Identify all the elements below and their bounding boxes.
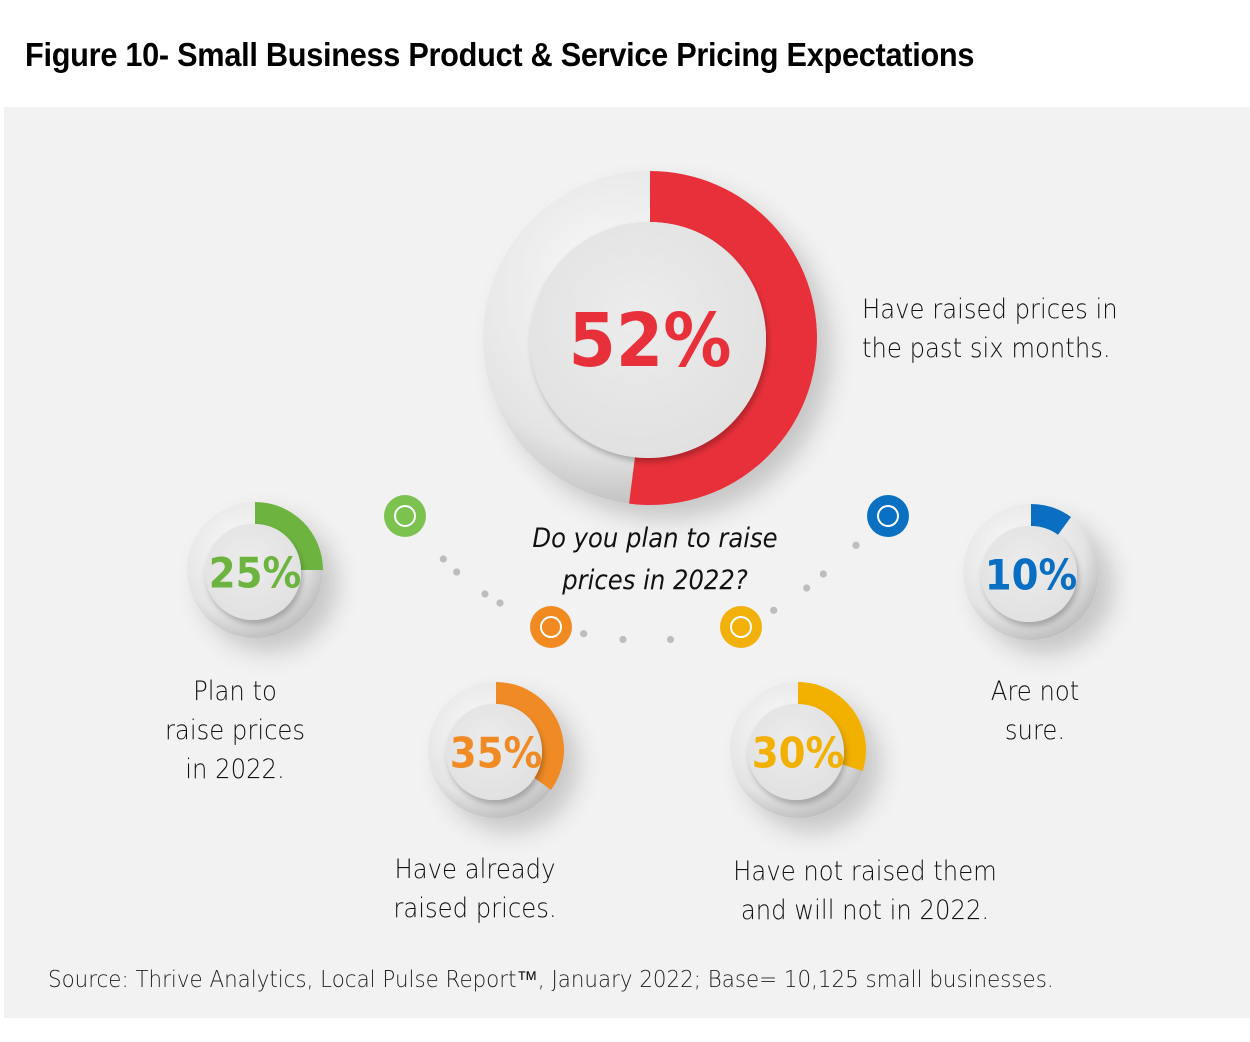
caption-line: in 2022. <box>185 754 285 785</box>
connector-dot <box>666 635 675 644</box>
caption-line: Have already <box>394 854 556 885</box>
caption-line: Are not <box>990 676 1080 707</box>
connector-node-ring <box>540 616 562 638</box>
donut-center-already-raised <box>446 704 542 800</box>
connector-dot <box>580 630 588 638</box>
donut-arc-already-raised <box>496 682 564 790</box>
connector-node <box>384 495 426 537</box>
data-label-plan-to-raise: 25% <box>208 548 302 598</box>
connector-dot <box>852 541 860 549</box>
caption-raised-six-months: Have raised prices in the past six months… <box>862 290 1132 368</box>
donut-arc-not-sure <box>1031 504 1071 535</box>
connector-dot <box>496 599 504 607</box>
connector-dot <box>619 635 627 644</box>
source-note: Source: Thrive Analytics, Local Pulse Re… <box>48 967 1054 993</box>
caption-line: raise prices <box>164 715 306 746</box>
connector-node <box>720 606 762 648</box>
donut-center-plan-to-raise <box>205 524 301 620</box>
figure-title: Figure 10- Small Business Product & Serv… <box>25 36 975 73</box>
question-text: Do you plan to raise prices in 2022? <box>532 523 778 596</box>
caption-line: the past six months. <box>862 333 1111 364</box>
caption-not-sure: Are not sure. <box>941 672 1130 750</box>
caption-line: raised prices. <box>393 893 557 924</box>
data-label-not-sure: 10% <box>984 550 1078 600</box>
connector-node-ring <box>730 616 752 638</box>
connector-dot <box>453 568 461 576</box>
connector-dot <box>803 584 811 592</box>
connector-node <box>530 606 572 648</box>
data-label-already-raised: 35% <box>449 728 543 778</box>
donut-center-not-raised <box>748 704 844 800</box>
caption-already-raised: Have already raised prices. <box>354 850 597 928</box>
donut-arc-plan-to-raise <box>255 502 323 570</box>
connector-dot <box>439 555 447 563</box>
caption-line: sure. <box>1004 715 1066 746</box>
caption-line: Plan to <box>193 676 277 707</box>
donut-center-raised-six-months <box>530 222 766 458</box>
connector-dot <box>481 590 489 598</box>
caption-line: Have not raised them <box>733 856 997 887</box>
connector-dot <box>819 570 827 578</box>
data-label-not-raised: 30% <box>751 728 845 778</box>
donut-arc-raised-six-months <box>629 171 817 505</box>
connector-node-ring <box>877 505 899 527</box>
caption-plan-to-raise: Plan to raise prices in 2022. <box>123 672 348 789</box>
donut-arc-not-raised <box>798 682 866 772</box>
donut-center-not-sure <box>981 526 1077 622</box>
data-label-raised-six-months: 52% <box>568 298 732 384</box>
caption-line: and will not in 2022. <box>740 895 990 926</box>
connector-node-ring <box>394 505 416 527</box>
connector-node <box>867 495 909 537</box>
caption-not-raised: Have not raised them and will not in 2022… <box>717 852 1014 930</box>
connector-dot <box>770 606 778 614</box>
caption-line: Have raised prices in <box>862 294 1118 325</box>
